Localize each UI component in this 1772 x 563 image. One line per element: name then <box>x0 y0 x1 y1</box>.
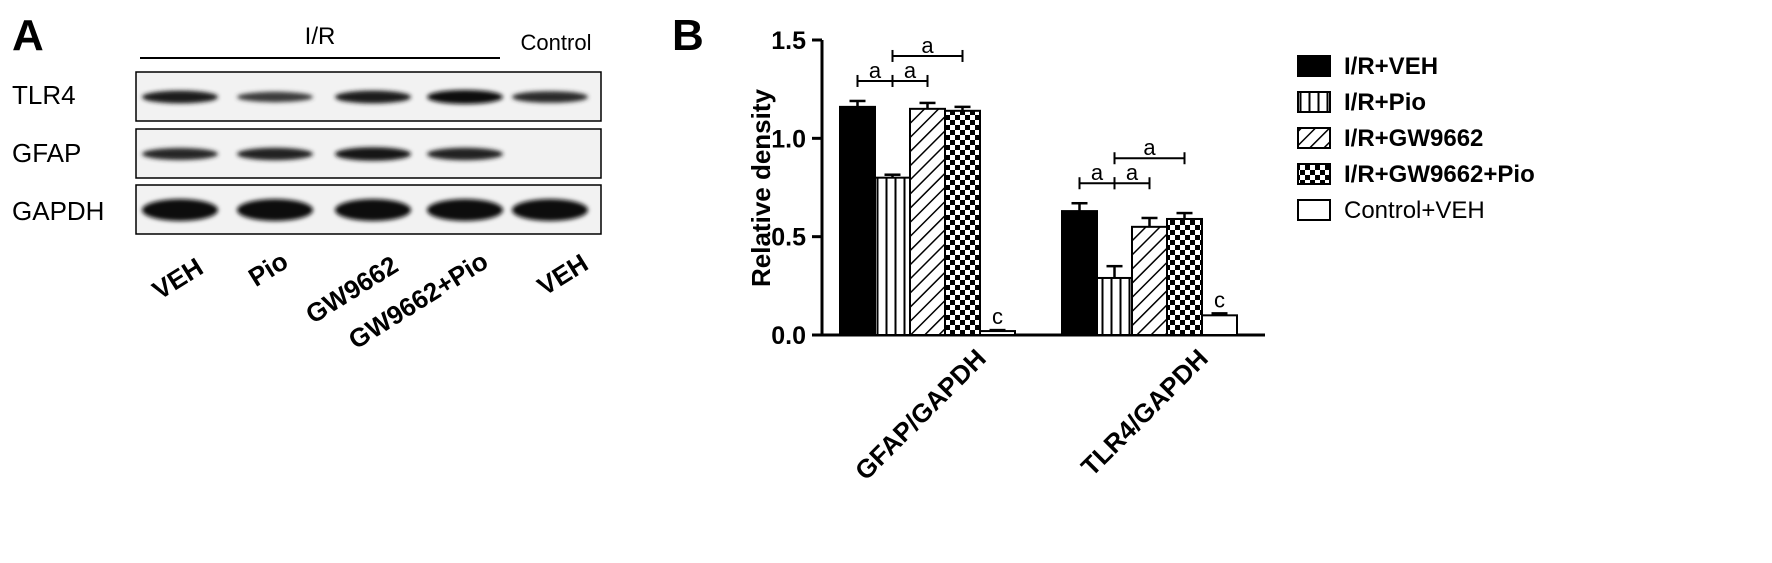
sig-label-2-1: a <box>1091 160 1104 185</box>
blot-band-tlr4-2 <box>237 91 313 103</box>
y-tick-label-2: 1.0 <box>771 125 806 153</box>
lane-label-5: VEH <box>532 248 593 302</box>
lane-labels: VEH Pio GW9662 GW9662+Pio VEH <box>147 246 593 355</box>
legend-label-1: I/R+VEH <box>1344 53 1438 80</box>
y-tick-label-3: 1.5 <box>771 27 806 55</box>
sig-label-2-3: a <box>1143 135 1156 160</box>
blot-band-tlr4-5 <box>512 91 588 103</box>
legend-swatch-1 <box>1297 55 1331 77</box>
legend-label-5: Control+VEH <box>1344 197 1485 224</box>
bar-1-1 <box>839 105 876 336</box>
blot-band-tlr4-3 <box>335 90 411 104</box>
category-label-1: GFAP/GAPDH <box>849 343 992 486</box>
blot-band-tlr4-4 <box>427 90 503 104</box>
sig-label-2-2: a <box>1126 160 1139 185</box>
sig-label-1-3: a <box>921 33 934 58</box>
blot-band-gapdh-2 <box>237 199 313 221</box>
legend-swatch-2 <box>1297 91 1331 113</box>
blot-band-gapdh-5 <box>512 199 588 221</box>
legend: I/R+VEH I/R+Pio I/R+GW9662 I/R+GW9662+Pio Co… <box>1297 53 1535 224</box>
sig-label-1-1: a <box>869 58 882 83</box>
blot-band-gapdh-4 <box>427 199 503 221</box>
y-axis-label: Relative density <box>746 88 776 287</box>
category-label-2: TLR4/GAPDH <box>1075 343 1214 482</box>
blot-band-gfap-4 <box>427 147 503 161</box>
legend-swatch-5 <box>1297 199 1331 221</box>
sig-label-1-2: a <box>904 58 917 83</box>
bar-2-3 <box>1131 225 1168 336</box>
group-label-control: Control <box>521 30 592 55</box>
row-label-gapdh: GAPDH <box>12 196 104 226</box>
legend-label-2: I/R+Pio <box>1344 89 1426 116</box>
blot-band-gfap-2 <box>237 147 313 161</box>
y-tick-label-0: 0.0 <box>771 322 806 350</box>
blot-band-tlr4-1 <box>142 90 218 104</box>
bar-1-5 <box>979 330 1016 337</box>
bar-2-5 <box>1201 314 1238 337</box>
legend-label-3: I/R+GW9662 <box>1344 125 1483 152</box>
panel-a-label: A <box>12 11 44 60</box>
control-letter-2: c <box>1214 287 1225 312</box>
bar-1-4 <box>944 109 981 336</box>
lane-label-2: Pio <box>243 246 293 293</box>
row-label-gfap: GFAP <box>12 138 81 168</box>
control-letter-1: c <box>992 304 1003 329</box>
lane-label-1: VEH <box>147 252 208 306</box>
bar-2-4 <box>1166 217 1203 336</box>
panel-b-label: B <box>672 11 704 60</box>
blot-band-gfap-3 <box>335 147 411 161</box>
row-label-tlr4: TLR4 <box>12 80 76 110</box>
panel-a: A I/R Control TLR4 GFAP GAPDH VEH Pio GW… <box>12 11 602 355</box>
y-tick-label-1: 0.5 <box>771 224 806 252</box>
legend-label-4: I/R+GW9662+Pio <box>1344 161 1535 188</box>
bar-2-1 <box>1061 210 1098 337</box>
blot-band-gapdh-3 <box>335 199 411 221</box>
bar-1-2 <box>874 176 911 336</box>
group-label-ir: I/R <box>305 23 336 50</box>
bar-1-3 <box>909 107 946 337</box>
western-blot-strips <box>135 71 602 235</box>
bar-2-2 <box>1096 276 1133 337</box>
legend-swatch-3 <box>1297 127 1331 149</box>
blot-band-gapdh-1 <box>142 199 218 221</box>
legend-swatch-4 <box>1297 163 1331 185</box>
blot-band-gfap-1 <box>142 148 218 160</box>
